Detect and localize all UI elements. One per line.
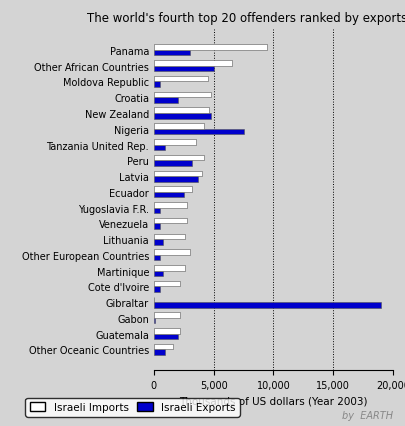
Bar: [154, 287, 160, 292]
Bar: [154, 130, 243, 135]
Bar: [154, 281, 180, 287]
Bar: [154, 45, 267, 51]
Bar: [154, 145, 165, 151]
Bar: [154, 193, 184, 198]
Bar: [154, 98, 178, 104]
Bar: [154, 313, 180, 318]
Bar: [154, 171, 202, 177]
Bar: [154, 234, 185, 239]
Bar: [154, 77, 208, 82]
Bar: [154, 318, 155, 324]
Bar: [154, 161, 192, 167]
Bar: [154, 108, 209, 114]
Bar: [154, 208, 160, 213]
Bar: [154, 66, 214, 72]
Bar: [154, 114, 211, 119]
Title: The world's fourth top 20 offenders ranked by exports to Israel: The world's fourth top 20 offenders rank…: [87, 12, 405, 25]
Bar: [154, 140, 196, 145]
Bar: [154, 265, 185, 271]
Bar: [154, 82, 160, 88]
Bar: [154, 328, 180, 334]
X-axis label: Thousands of US dollars (Year 2003): Thousands of US dollars (Year 2003): [179, 396, 368, 406]
Bar: [154, 255, 160, 261]
Text: by  EARTH: by EARTH: [342, 410, 393, 420]
Bar: [154, 92, 211, 98]
Bar: [154, 302, 381, 308]
Bar: [154, 350, 165, 355]
Bar: [154, 218, 188, 224]
Bar: [154, 203, 188, 208]
Bar: [154, 250, 190, 255]
Bar: [154, 61, 232, 66]
Bar: [154, 124, 204, 130]
Legend: Israeli Imports, Israeli Exports: Israeli Imports, Israeli Exports: [26, 398, 239, 417]
Bar: [154, 344, 173, 350]
Bar: [154, 177, 198, 182]
Bar: [154, 224, 160, 229]
Bar: [154, 187, 192, 193]
Bar: [154, 271, 164, 276]
Bar: [154, 155, 204, 161]
Bar: [154, 334, 178, 340]
Bar: [154, 51, 190, 56]
Bar: [154, 239, 164, 245]
